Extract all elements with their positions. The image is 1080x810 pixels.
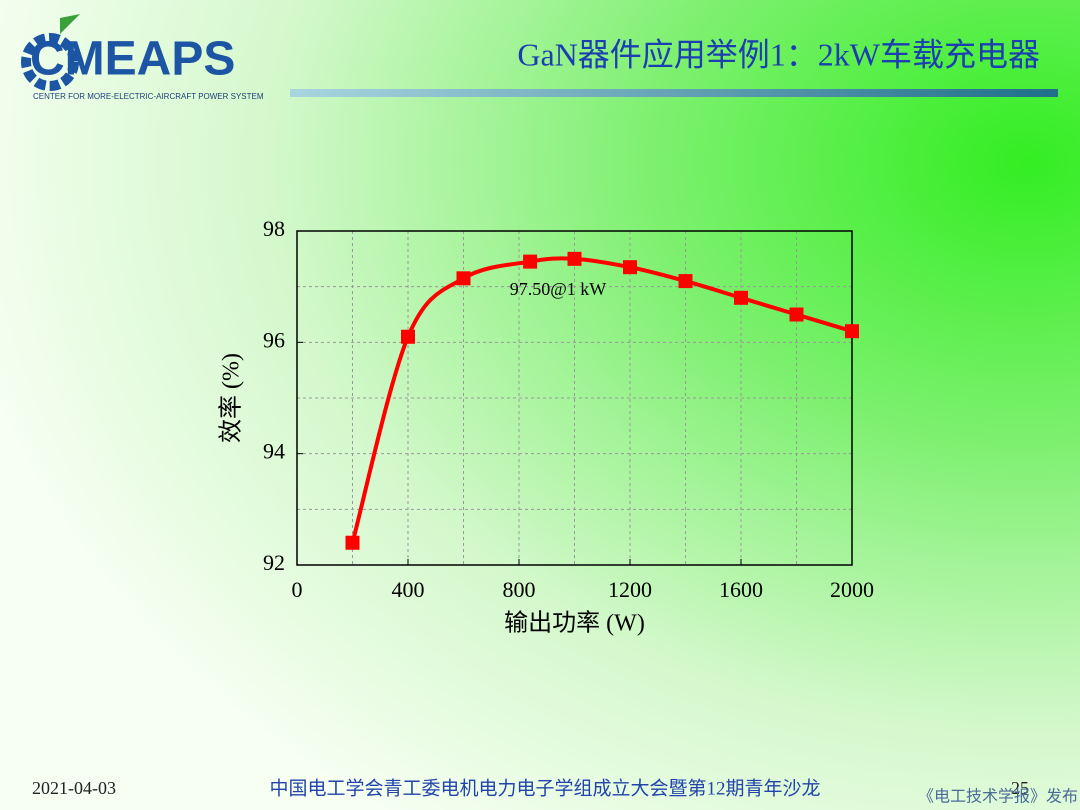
annotation: 97.50@1 kW (510, 279, 607, 299)
x-tick-label: 2000 (830, 577, 874, 602)
footer-date: 2021-04-03 (32, 778, 116, 798)
y-axis-label: 效率 (%) (218, 353, 245, 443)
x-tick-label: 1600 (719, 577, 763, 602)
source-watermark: 《电工技术学报》发布 (918, 788, 1078, 806)
y-tick-label: 92 (263, 550, 285, 575)
y-tick-label: 96 (263, 327, 285, 352)
data-marker (567, 251, 582, 266)
y-tick-label: 98 (263, 216, 285, 241)
data-marker (401, 329, 415, 344)
footer-event: 中国电工学会青工委电机电力电子学组成立大会暨第12期青年沙龙 (269, 777, 820, 799)
logo-leaf (60, 14, 80, 34)
logo-text: CMEAPS (30, 33, 235, 86)
data-marker (845, 324, 859, 339)
data-marker (456, 271, 471, 286)
data-marker (678, 274, 693, 289)
x-tick-label: 800 (503, 577, 536, 602)
logo-gear (21, 33, 79, 91)
x-axis-label: 输出功率 (W) (504, 610, 645, 637)
data-marker (789, 307, 804, 322)
title-bar (290, 89, 1058, 97)
slide-title: GaN器件应用举例1：2kW车载充电器 (517, 36, 1040, 72)
data-marker (345, 535, 360, 550)
page-number: 25 (1011, 778, 1029, 798)
x-tick-label: 1200 (608, 577, 652, 602)
x-tick-label: 400 (392, 577, 425, 602)
data-marker (623, 260, 637, 275)
plot-frame (296, 230, 853, 566)
x-tick-label: 0 (292, 577, 303, 602)
y-tick-label: 94 (263, 439, 285, 464)
data-marker (734, 290, 748, 305)
logo-subtitle: CENTER FOR MORE-ELECTRIC-AIRCRAFT POWER … (33, 92, 264, 101)
data-marker (523, 254, 538, 269)
chart: 0 400 800 1200 1600 2000 92 94 96 98 输出功率 (W) 效率 (%… (218, 216, 875, 636)
